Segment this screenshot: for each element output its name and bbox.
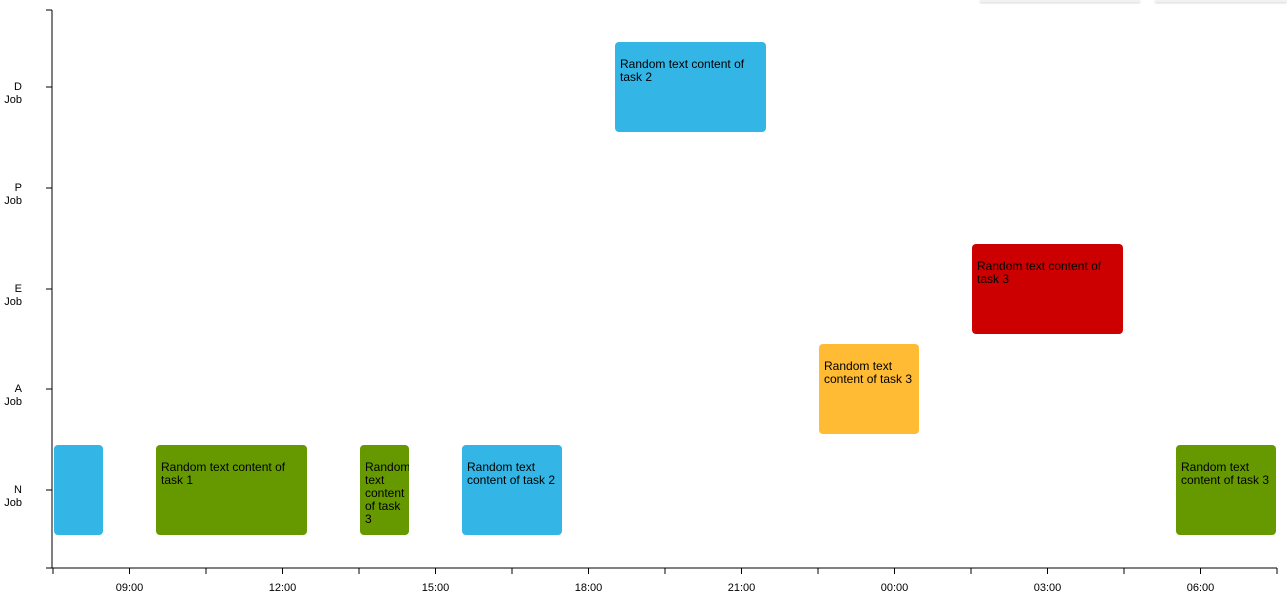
y-label-e: E bbox=[15, 283, 22, 295]
task-bar[interactable] bbox=[1176, 445, 1276, 535]
y-label-d: D bbox=[14, 81, 22, 93]
x-tick-label: 15:00 bbox=[422, 582, 450, 594]
y-label-a: A bbox=[15, 383, 23, 395]
task-bar[interactable] bbox=[615, 42, 766, 132]
y-label-n: N bbox=[14, 484, 22, 496]
task-bar[interactable] bbox=[819, 344, 919, 434]
x-tick-label: 00:00 bbox=[881, 582, 909, 594]
task-bars bbox=[54, 42, 1276, 535]
top-right-tab-1 bbox=[980, 0, 1140, 2]
y-label-p: P bbox=[15, 182, 22, 194]
x-tick-label: 06:00 bbox=[1187, 582, 1215, 594]
x-tick-label: 03:00 bbox=[1034, 582, 1062, 594]
y-sublabel-a: Job bbox=[4, 396, 22, 408]
x-tick-label: 18:00 bbox=[575, 582, 603, 594]
top-right-tab-2 bbox=[1155, 0, 1287, 2]
y-sublabel-p: Job bbox=[4, 195, 22, 207]
task-bar[interactable] bbox=[462, 445, 562, 535]
y-sublabel-n: Job bbox=[4, 497, 22, 509]
x-tick-label: 09:00 bbox=[116, 582, 144, 594]
y-sublabel-e: Job bbox=[4, 296, 22, 308]
task-bar[interactable] bbox=[360, 445, 409, 535]
task-bar[interactable] bbox=[972, 244, 1123, 334]
y-sublabel-d: Job bbox=[4, 94, 22, 106]
x-tick-label: 12:00 bbox=[269, 582, 297, 594]
x-tick-label: 21:00 bbox=[728, 582, 756, 594]
task-bar[interactable] bbox=[156, 445, 307, 535]
x-axis: 09:00 12:00 15:00 18:00 21:00 00:00 03:00 06:00 bbox=[52, 567, 1278, 594]
task-bar[interactable] bbox=[54, 445, 103, 535]
